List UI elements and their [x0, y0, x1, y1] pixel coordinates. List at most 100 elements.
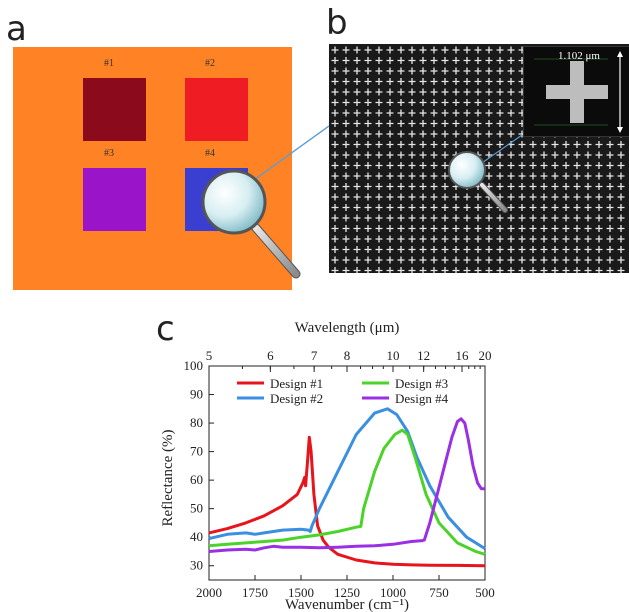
- cross-element: [562, 162, 570, 169]
- design-square-1: [83, 78, 146, 141]
- cross-element: [551, 267, 559, 273]
- design-square-3: [83, 168, 146, 231]
- cross-element: [331, 267, 339, 273]
- legend-label-2: Design #2: [270, 391, 323, 406]
- cross-element: [353, 183, 361, 190]
- square-label-4: #4: [205, 148, 215, 159]
- cross-element: [375, 130, 383, 138]
- design-square-4: [185, 168, 248, 231]
- cross-element: [507, 267, 515, 273]
- cross-element: [364, 78, 372, 85]
- cross-element: [529, 235, 537, 243]
- cross-element: [430, 141, 438, 148]
- x-tick-label: 1750: [242, 585, 268, 600]
- cross-element: [518, 162, 526, 169]
- cross-element: [606, 214, 614, 222]
- cross-element: [419, 162, 427, 169]
- cross-element: [419, 214, 427, 222]
- cross-element: [331, 183, 339, 190]
- cross-element: [551, 225, 559, 232]
- cross-element: [364, 57, 372, 64]
- cross-element: [518, 204, 526, 211]
- cross-element: [584, 204, 592, 211]
- x-axis-label: Wavenumber (cm⁻¹): [285, 597, 409, 612]
- cross-element: [430, 193, 438, 201]
- cross-element: [452, 256, 460, 264]
- cross-element: [474, 162, 482, 169]
- cross-element: [441, 151, 449, 159]
- cross-element: [353, 99, 361, 106]
- cross-element: [485, 246, 493, 253]
- cross-element: [430, 88, 438, 96]
- cross-element: [375, 256, 383, 264]
- cross-element: [375, 109, 383, 117]
- cross-element: [342, 151, 350, 159]
- series-line-4: [208, 417, 485, 553]
- cross-element: [353, 204, 361, 211]
- series-line-2: [208, 407, 486, 550]
- cross-element: [441, 172, 449, 180]
- cross-element: [474, 120, 482, 127]
- x-tick-label: 1250: [334, 585, 360, 600]
- cross-element: [463, 214, 471, 222]
- cross-element: [496, 88, 504, 96]
- cross-element: [617, 225, 625, 232]
- cross-element: [463, 57, 471, 64]
- cross-element: [496, 162, 504, 169]
- cross-element: [375, 120, 383, 127]
- cross-element: [441, 214, 449, 222]
- y-tick-label: 40: [190, 529, 203, 544]
- cross-element: [342, 214, 350, 222]
- cross-element: [529, 214, 537, 222]
- cross-element: [419, 78, 427, 85]
- cross-element: [584, 214, 592, 222]
- cross-element: [386, 88, 394, 96]
- cross-element: [507, 88, 515, 96]
- cross-element: [463, 172, 471, 180]
- cross-element: [441, 162, 449, 169]
- top-axis-label: Wavelength (μm): [295, 320, 400, 336]
- scale-label: 1.102 μm: [558, 50, 600, 62]
- cross-element: [375, 267, 383, 273]
- cross-element: [584, 193, 592, 201]
- cross-element: [529, 141, 537, 148]
- cross-element: [485, 256, 493, 264]
- cross-element: [507, 256, 515, 264]
- cross-element: [496, 246, 504, 253]
- cross-element: [562, 267, 570, 273]
- cross-element: [595, 256, 603, 264]
- cross-element: [441, 225, 449, 232]
- cross-element: [397, 151, 405, 159]
- cross-element: [474, 67, 482, 75]
- panel-letter-c: c: [156, 309, 175, 349]
- cross-element: [342, 235, 350, 243]
- cross-element: [386, 235, 394, 243]
- cross-element: [408, 120, 416, 127]
- cross-element: [386, 151, 394, 159]
- cross-element: [452, 193, 460, 201]
- cross-element: [441, 46, 449, 54]
- cross-element: [562, 151, 570, 159]
- cross-element: [562, 172, 570, 180]
- cross-element: [595, 183, 603, 190]
- cross-element: [606, 162, 614, 169]
- cross-element: [496, 151, 504, 159]
- y-tick-label: 80: [190, 415, 203, 430]
- cross-element: [419, 99, 427, 106]
- cross-element: [518, 235, 526, 243]
- cross-element: [474, 256, 482, 264]
- cross-element: [584, 267, 592, 273]
- cross-element: [375, 57, 383, 64]
- cross-element: [562, 141, 570, 148]
- cross-element: [331, 214, 339, 222]
- cross-element: [606, 225, 614, 232]
- cross-element: [584, 172, 592, 180]
- cross-element: [441, 183, 449, 190]
- cross-element: [452, 162, 460, 169]
- cross-element: [397, 172, 405, 180]
- cross-element: [551, 214, 559, 222]
- cross-element: [397, 204, 405, 211]
- cross-element: [331, 256, 339, 264]
- cross-element: [518, 256, 526, 264]
- cross-element: [452, 109, 460, 117]
